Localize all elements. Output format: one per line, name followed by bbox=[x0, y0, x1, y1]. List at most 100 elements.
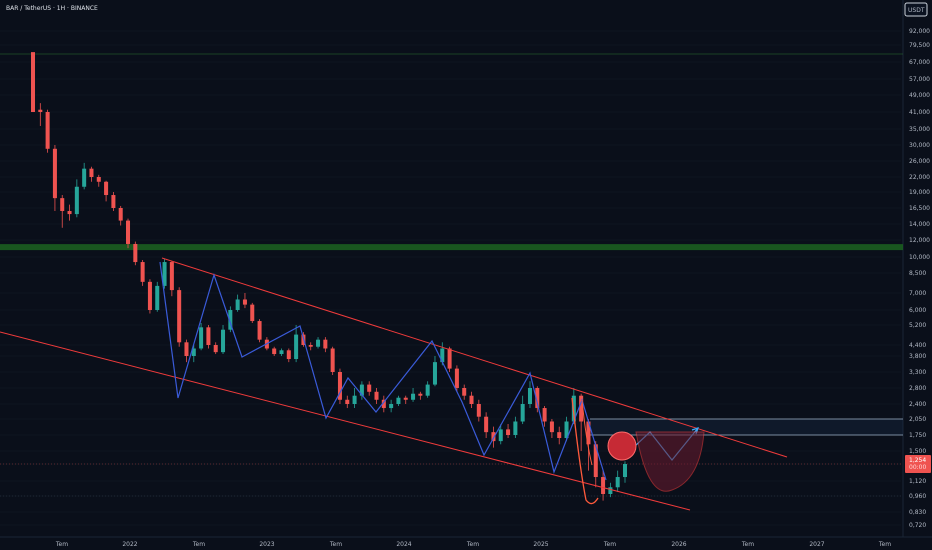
price-tick-label: 35,000 bbox=[909, 126, 930, 133]
price-tick-label: 6,000 bbox=[909, 307, 926, 314]
candle bbox=[498, 424, 503, 445]
candle bbox=[367, 381, 372, 396]
candle bbox=[242, 293, 247, 309]
time-tick-label: 2027 bbox=[809, 541, 824, 548]
candle-body bbox=[228, 310, 233, 330]
candle-body bbox=[111, 195, 116, 208]
price-tick-label: 26,000 bbox=[909, 158, 930, 165]
candle-body bbox=[374, 391, 379, 400]
price-tick-label: 0,720 bbox=[909, 522, 926, 529]
candle-body bbox=[52, 148, 57, 199]
price-tick-label: 8,500 bbox=[909, 270, 926, 277]
price-tick-label: 5,200 bbox=[909, 322, 926, 329]
price-tick-label: 10,000 bbox=[909, 254, 930, 261]
usdt-badge[interactable]: USDT bbox=[904, 2, 928, 17]
candle bbox=[111, 192, 116, 211]
candle bbox=[191, 345, 196, 363]
candle bbox=[272, 346, 277, 356]
candle-body bbox=[491, 432, 496, 442]
current-price-badge[interactable] bbox=[905, 455, 931, 473]
candle bbox=[316, 337, 321, 349]
price-tick-label: 49,000 bbox=[909, 92, 930, 99]
candle-body bbox=[542, 408, 547, 422]
candle bbox=[184, 339, 189, 363]
candle bbox=[586, 419, 591, 471]
candle-body bbox=[447, 348, 452, 369]
candle-body bbox=[206, 327, 211, 345]
candle bbox=[177, 287, 182, 347]
projection-zigzag bbox=[159, 261, 607, 481]
candle bbox=[593, 441, 598, 488]
symbol-header: BAR / TetherUS · 1H · BINANCE bbox=[6, 5, 98, 12]
candle-body bbox=[359, 384, 364, 396]
candle bbox=[432, 356, 437, 387]
candle-body bbox=[418, 393, 423, 396]
candle bbox=[557, 426, 562, 445]
candle bbox=[294, 325, 299, 363]
candle-body bbox=[330, 348, 335, 372]
price-tick-label: 1,120 bbox=[909, 478, 926, 485]
candle-body bbox=[177, 290, 182, 343]
candle bbox=[469, 391, 474, 409]
candle bbox=[257, 319, 262, 343]
candle bbox=[199, 323, 204, 351]
candle bbox=[520, 395, 525, 425]
cup-shape bbox=[635, 431, 705, 492]
candle bbox=[96, 174, 101, 187]
price-tick-label: 14,000 bbox=[909, 221, 930, 228]
candle bbox=[89, 166, 94, 182]
candle-body bbox=[513, 421, 518, 435]
candle-body bbox=[601, 477, 606, 494]
candle bbox=[337, 368, 342, 404]
candle-body bbox=[82, 168, 87, 187]
candle bbox=[213, 342, 218, 355]
candle-body bbox=[147, 281, 152, 310]
candle-body bbox=[440, 348, 445, 363]
candle-body bbox=[396, 397, 401, 404]
candle bbox=[484, 412, 489, 439]
candle bbox=[549, 419, 554, 439]
price-tick-label: 79,500 bbox=[909, 42, 930, 49]
annotations bbox=[0, 257, 788, 511]
candle bbox=[454, 365, 459, 392]
candle-body bbox=[45, 112, 50, 149]
candle bbox=[396, 395, 401, 407]
current-price-value: 1,254 bbox=[909, 457, 926, 464]
price-tick-label: 1,750 bbox=[909, 432, 926, 439]
candle-body bbox=[352, 395, 357, 404]
time-tick-label: 2022 bbox=[122, 541, 137, 548]
candle-body bbox=[60, 198, 65, 211]
candle-body bbox=[462, 388, 467, 396]
candle-body bbox=[520, 404, 525, 422]
price-tick-label: 22,000 bbox=[909, 174, 930, 181]
resistance-band bbox=[0, 244, 903, 251]
candle-body bbox=[535, 388, 540, 409]
candle-body bbox=[608, 487, 613, 494]
candle-body bbox=[155, 285, 160, 310]
price-tick-label: 7,000 bbox=[909, 290, 926, 297]
candle-body bbox=[38, 109, 43, 112]
candle-body bbox=[579, 395, 584, 422]
candle-body bbox=[162, 262, 167, 286]
candle-body bbox=[89, 168, 94, 177]
price-tick-label: 57,000 bbox=[909, 76, 930, 83]
candle bbox=[74, 179, 79, 218]
candle bbox=[235, 294, 240, 312]
candle-body bbox=[323, 339, 328, 349]
candle bbox=[615, 470, 620, 493]
candle-body bbox=[593, 444, 598, 478]
resistance-zone bbox=[0, 53, 903, 497]
candle-body bbox=[279, 350, 284, 355]
candle bbox=[506, 424, 511, 439]
price-tick-label: 41,000 bbox=[909, 109, 930, 116]
candle-body bbox=[432, 362, 437, 385]
candle-body bbox=[586, 421, 591, 445]
price-tick-label: 12,000 bbox=[909, 237, 930, 244]
candle-body bbox=[557, 432, 562, 439]
time-tick-label: Tem bbox=[741, 541, 754, 548]
candle bbox=[133, 241, 138, 266]
time-tick-label: 2024 bbox=[396, 541, 411, 548]
price-tick-label: 67,000 bbox=[909, 59, 930, 66]
